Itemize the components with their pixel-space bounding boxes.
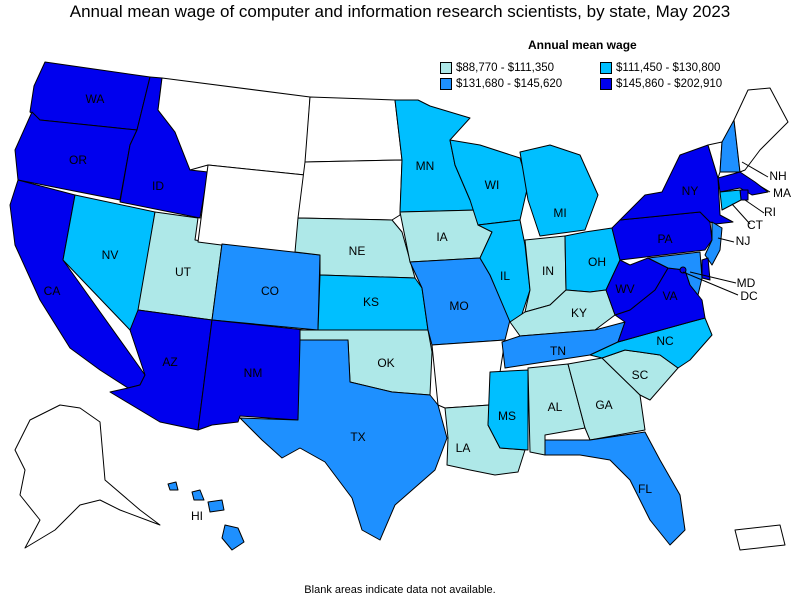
label-mi: MI	[553, 206, 566, 220]
legend: Annual mean wage $88,770 - $111,350 $111…	[440, 38, 740, 90]
label-oh: OH	[588, 255, 606, 269]
label-co: CO	[261, 284, 279, 298]
legend-item-bin-0: $88,770 - $111,350	[440, 62, 600, 74]
label-ut: UT	[175, 265, 192, 279]
state-tx[interactable]	[239, 339, 448, 541]
label-nv: NV	[102, 248, 119, 262]
footnote: Blank areas indicate data not available.	[304, 584, 496, 596]
label-tx: TX	[350, 430, 365, 444]
hawaii-island-maui	[207, 499, 225, 513]
label-ca: CA	[44, 284, 61, 298]
legend-item-bin-1: $111,450 - $130,800	[600, 62, 740, 74]
label-pa: PA	[657, 232, 672, 246]
legend-swatch-bin-1	[600, 62, 612, 74]
label-nj: NJ	[736, 234, 751, 248]
label-hi: HI	[191, 509, 203, 523]
label-sc: SC	[632, 368, 649, 382]
state-ms[interactable]	[487, 369, 529, 451]
legend-swatch-bin-0	[440, 62, 452, 74]
hawaii-island-big-island	[221, 524, 245, 551]
hawaii-island-oahu	[191, 489, 205, 501]
state-me[interactable]	[733, 87, 789, 173]
state-wy[interactable]	[197, 164, 306, 256]
state-nj[interactable]	[704, 221, 723, 266]
state-dc[interactable]	[679, 266, 687, 274]
state-ny[interactable]	[619, 144, 734, 225]
label-ga: GA	[595, 398, 612, 412]
label-mn: MN	[416, 159, 435, 173]
state-md[interactable]	[647, 251, 703, 296]
label-dc: DC	[740, 289, 758, 303]
label-ia: IA	[436, 230, 447, 244]
label-nc: NC	[656, 334, 674, 348]
legend-item-bin-2: $131,680 - $145,620	[440, 78, 600, 90]
state-ak[interactable]	[14, 404, 161, 549]
callout-lines	[682, 161, 771, 296]
state-mi[interactable]	[519, 144, 599, 237]
legend-label-bin-3: $145,860 - $202,910	[616, 78, 723, 90]
label-nh: NH	[769, 169, 786, 183]
label-wv: WV	[615, 282, 634, 296]
label-nm: NM	[244, 366, 263, 380]
label-fl: FL	[638, 482, 652, 496]
legend-item-bin-3: $145,860 - $202,910	[600, 78, 740, 90]
label-il: IL	[500, 269, 510, 283]
label-ri: RI	[764, 205, 776, 219]
legend-label-bin-2: $131,680 - $145,620	[456, 78, 563, 90]
label-la: LA	[456, 441, 471, 455]
label-ky: KY	[571, 306, 587, 320]
label-ms: MS	[498, 409, 516, 423]
label-mo: MO	[449, 299, 468, 313]
hawaii-island-kauai	[167, 481, 179, 491]
label-ma: MA	[773, 186, 791, 200]
map-title: Annual mean wage of computer and informa…	[69, 2, 731, 21]
legend-label-bin-0: $88,770 - $111,350	[456, 62, 555, 74]
label-ks: KS	[363, 295, 379, 309]
legend-label-bin-1: $111,450 - $130,800	[616, 62, 721, 74]
state-labels: WA OR CA ID NV UT AZ CO NM NE KS OK TX M…	[44, 92, 791, 523]
label-wa: WA	[86, 92, 105, 106]
label-ok: OK	[377, 356, 394, 370]
label-wi: WI	[485, 178, 500, 192]
state-hi[interactable]	[167, 481, 245, 551]
label-az: AZ	[162, 355, 177, 369]
state-fl[interactable]	[544, 431, 686, 546]
label-al: AL	[548, 400, 563, 414]
territory-pr[interactable]	[734, 524, 786, 551]
label-or: OR	[69, 153, 87, 167]
label-va: VA	[662, 289, 677, 303]
state-nd[interactable]	[304, 96, 403, 163]
legend-swatch-bin-2	[440, 78, 452, 90]
label-ne: NE	[349, 244, 366, 258]
label-md: MD	[737, 276, 756, 290]
label-id: ID	[152, 179, 164, 193]
label-in: IN	[542, 264, 554, 278]
label-tn: TN	[550, 344, 566, 358]
label-ct: CT	[747, 218, 764, 232]
state-sd[interactable]	[297, 159, 403, 221]
legend-swatch-bin-3	[600, 78, 612, 90]
legend-title: Annual mean wage	[528, 38, 637, 52]
state-ct[interactable]	[719, 189, 742, 211]
label-ny: NY	[682, 184, 699, 198]
